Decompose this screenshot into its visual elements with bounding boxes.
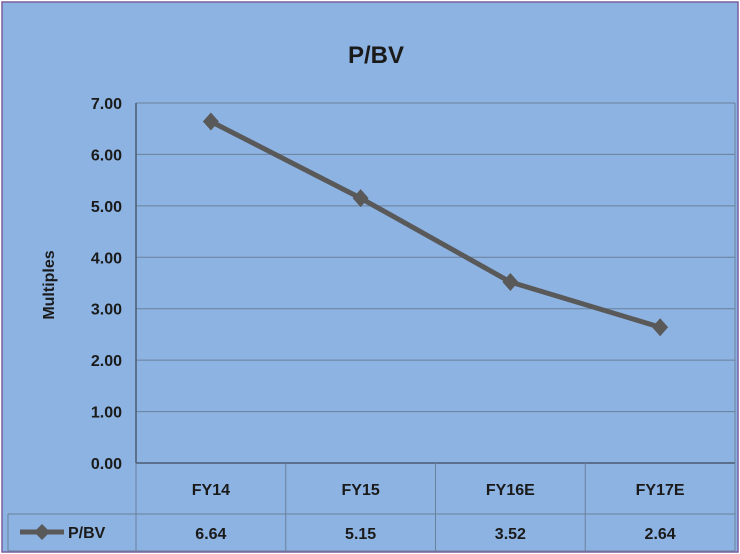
chart-title: P/BV — [348, 42, 404, 69]
y-tick-label: 3.00 — [91, 302, 122, 319]
y-tick-labels: 0.00 1.00 2.00 3.00 4.00 5.00 6.00 7.00 — [91, 96, 122, 473]
y-tick-label: 6.00 — [91, 147, 122, 164]
x-category-label: FY17E — [636, 482, 685, 499]
data-point-marker — [652, 318, 669, 337]
y-tick-label: 2.00 — [91, 353, 122, 370]
y-tick-label: 5.00 — [91, 199, 122, 216]
y-tick-label: 4.00 — [91, 250, 122, 267]
legend-label: P/BV — [68, 525, 106, 542]
series-p-bv — [202, 112, 669, 337]
y-tick-label: 1.00 — [91, 405, 122, 422]
x-category-label: FY16E — [486, 482, 535, 499]
series-line-p-bv — [209, 119, 661, 330]
data-point-marker — [352, 189, 369, 208]
data-table-value: 2.64 — [645, 526, 676, 543]
legend-diamond-marker — [34, 524, 50, 540]
data-table: FY14 FY15 FY16E FY17E P/BV 6.64 5.15 3.52 2.64 — [7, 463, 736, 552]
x-category-label: FY15 — [342, 482, 380, 499]
data-point-marker — [502, 272, 519, 291]
x-category-label: FY14 — [192, 482, 230, 499]
y-tick-label: 7.00 — [91, 96, 122, 113]
data-table-value: 5.15 — [345, 526, 376, 543]
data-table-value: 3.52 — [495, 526, 526, 543]
y-axis-label: Multiples — [41, 250, 58, 319]
data-table-value: 6.64 — [195, 526, 226, 543]
data-point-marker — [202, 112, 219, 131]
y-tick-label: 0.00 — [91, 456, 122, 473]
